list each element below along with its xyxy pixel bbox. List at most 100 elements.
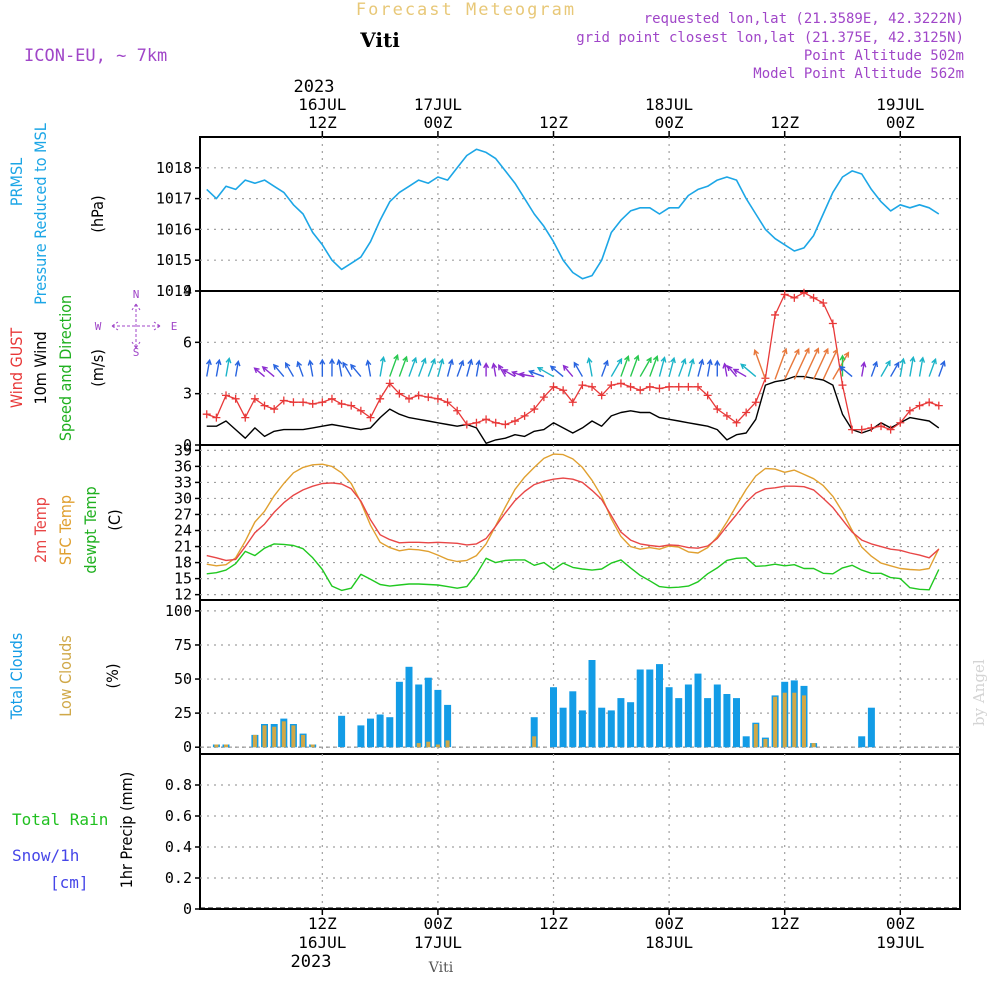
requested-coords: requested lon,lat (21.3589E, 42.3222N) bbox=[644, 11, 964, 27]
wind-direction-arrow bbox=[307, 359, 314, 377]
wind-direction-arrow bbox=[466, 358, 474, 377]
total-cloud-bar bbox=[607, 710, 615, 748]
gridpoint-coords: grid point closest lon,lat (21.375E, 42.… bbox=[576, 30, 964, 46]
y-tick-label: 0 bbox=[183, 436, 192, 454]
low-cloud-bar bbox=[773, 696, 778, 748]
wind-gust-marker bbox=[838, 381, 847, 390]
label-wind-speed-dir: Speed and Direction bbox=[56, 295, 75, 441]
low-cloud-bar bbox=[301, 734, 306, 748]
low-cloud-bar bbox=[445, 740, 450, 748]
panel-wind: 0 3 6 9 bbox=[183, 282, 961, 454]
bottom-time-label: 00Z bbox=[423, 914, 452, 933]
wind-direction-arrow bbox=[784, 348, 800, 380]
wind-direction-arrow bbox=[342, 361, 352, 377]
total-cloud-bar bbox=[338, 715, 346, 748]
low-cloud-bar bbox=[811, 743, 816, 748]
wind-gust-marker bbox=[877, 422, 886, 431]
wind-direction-arrow bbox=[398, 355, 408, 377]
total-cloud-bar bbox=[550, 687, 557, 748]
footer-location: Viti bbox=[428, 960, 454, 976]
wind-gust-marker bbox=[848, 425, 857, 434]
wind-gust-marker bbox=[645, 382, 654, 391]
y-tick-label: 0.4 bbox=[165, 838, 192, 856]
wind-gust-marker bbox=[713, 405, 722, 414]
total-cloud-bar bbox=[665, 687, 673, 748]
wind-gust-marker bbox=[424, 393, 433, 402]
y-tick-label: 1014 bbox=[156, 282, 192, 300]
wind-gust-marker bbox=[366, 413, 375, 422]
compass-rose: N S W E bbox=[95, 288, 178, 359]
total-cloud-bar bbox=[386, 717, 394, 748]
wind-gust-marker bbox=[588, 382, 597, 391]
panel-frame bbox=[199, 136, 961, 292]
low-cloud-bar bbox=[792, 692, 797, 748]
top-date-label: 18JUL bbox=[645, 95, 693, 114]
wind-gust-marker bbox=[886, 425, 895, 434]
top-year-label: 2023 bbox=[294, 77, 335, 97]
wind-gust-marker bbox=[867, 423, 876, 432]
low-cloud-bar bbox=[763, 739, 768, 748]
total-cloud-bar bbox=[858, 736, 866, 748]
wind-gust-marker bbox=[356, 406, 365, 415]
wind-gust-marker bbox=[510, 417, 519, 426]
bottom-year-label: 2023 bbox=[291, 952, 332, 972]
wind-gust-marker bbox=[674, 382, 683, 391]
total-cloud-bar bbox=[559, 707, 567, 748]
wind-direction-arrow bbox=[697, 358, 705, 377]
bottom-date-label: 18JUL bbox=[645, 933, 693, 952]
low-cloud-bar bbox=[281, 721, 286, 748]
model-label: ICON-EU, ~ 7km bbox=[24, 46, 167, 66]
temp-2m-line bbox=[206, 477, 940, 562]
y-tick-label: 36 bbox=[174, 457, 192, 475]
wind-direction-arrow bbox=[870, 360, 879, 377]
top-time-label: 00Z bbox=[655, 113, 684, 132]
wind-direction-arrow bbox=[549, 365, 564, 378]
wind-gust-marker bbox=[443, 398, 452, 407]
wind-gust-marker bbox=[462, 420, 471, 429]
pressure-line bbox=[206, 148, 940, 280]
wind-gust-marker bbox=[857, 425, 866, 434]
y-tick-label: 0 bbox=[183, 738, 192, 756]
compass-w: W bbox=[95, 320, 102, 333]
top-time-label: 12Z bbox=[308, 113, 337, 132]
total-cloud-bar bbox=[578, 710, 586, 748]
wind-gust-marker bbox=[279, 396, 288, 405]
total-cloud-bar bbox=[636, 669, 644, 748]
wind-gust-marker bbox=[347, 401, 356, 410]
total-cloud-bar bbox=[405, 666, 413, 748]
location-title: Viti bbox=[359, 28, 400, 52]
total-cloud-bar bbox=[694, 673, 702, 748]
wind-direction-arrow bbox=[475, 359, 482, 377]
wind-gust-marker bbox=[308, 399, 317, 408]
low-cloud-bar bbox=[252, 734, 257, 748]
wind-gust-marker bbox=[655, 384, 664, 393]
wind-direction-arrow bbox=[336, 358, 343, 377]
y-tick-label: 0.6 bbox=[165, 807, 192, 825]
wind-direction-arrow bbox=[261, 366, 275, 378]
wind-gust-marker bbox=[665, 382, 674, 391]
wind-gust-marker bbox=[780, 290, 789, 299]
wind-direction-arrow bbox=[880, 359, 891, 377]
bottom-date-label: 19JUL bbox=[876, 933, 924, 952]
total-cloud-bar bbox=[367, 718, 374, 748]
wind-direction-arrow bbox=[832, 351, 850, 380]
y-tick-label: 1017 bbox=[156, 190, 192, 208]
wind-direction-arrow bbox=[319, 358, 326, 377]
wind-gust-marker bbox=[299, 398, 308, 407]
wind-direction-arrow bbox=[639, 356, 652, 377]
point-altitude: Point Altitude 502m bbox=[804, 48, 964, 64]
label-pressure-unit: (hPa) bbox=[88, 195, 107, 232]
total-cloud-bar bbox=[867, 707, 875, 748]
wind-gust-marker bbox=[385, 379, 394, 388]
wind-gust-marker bbox=[684, 382, 693, 391]
wind-direction-arrow bbox=[417, 357, 427, 377]
bottom-time-label: 12Z bbox=[539, 914, 568, 933]
y-tick-label: 50 bbox=[174, 670, 192, 688]
total-cloud-bar bbox=[376, 714, 384, 748]
wind-gust-marker bbox=[395, 389, 404, 398]
sfc-temp-line bbox=[206, 453, 940, 571]
top-time-label: 00Z bbox=[886, 113, 915, 132]
top-date-label: 16JUL bbox=[298, 95, 346, 114]
wind-gust-marker bbox=[616, 379, 625, 388]
wind-gust-marker bbox=[809, 293, 818, 302]
